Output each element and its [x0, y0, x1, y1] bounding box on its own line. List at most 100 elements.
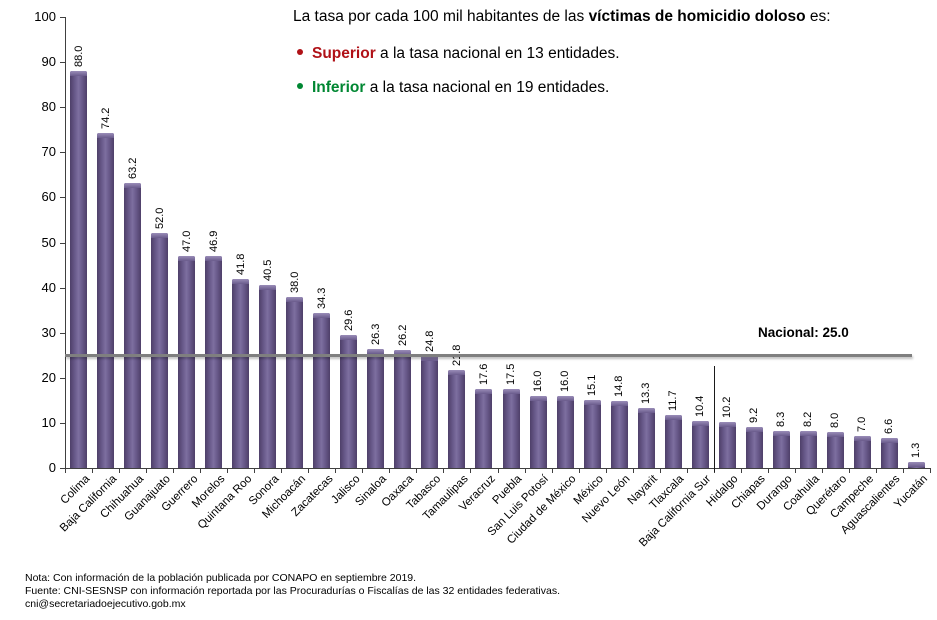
- bar-top-highlight: [448, 369, 466, 375]
- national-average-label: Nacional: 25.0: [758, 325, 849, 340]
- x-axis-tick: [740, 469, 742, 473]
- bar: [907, 462, 925, 468]
- bar: [205, 256, 223, 468]
- x-axis-tick: [389, 469, 391, 473]
- x-axis-tick: [254, 469, 256, 473]
- bar-top-highlight: [556, 395, 574, 401]
- chart-title: La tasa por cada 100 mil habitantes de l…: [293, 6, 930, 28]
- y-axis-tick: [60, 468, 65, 469]
- bar-top-highlight: [232, 279, 250, 285]
- bar-value-label: 10.4: [694, 395, 707, 418]
- bar-top-highlight: [313, 313, 331, 319]
- x-axis-tick: [65, 469, 66, 473]
- bar: [70, 71, 88, 468]
- x-axis-tick: [767, 469, 769, 473]
- bar-top-highlight: [826, 431, 844, 437]
- bar-top-highlight: [502, 389, 520, 395]
- bar: [583, 399, 601, 468]
- y-axis-tick: [60, 197, 65, 199]
- x-axis-tick: [605, 469, 607, 473]
- bar-value-label: 46.9: [207, 231, 220, 253]
- bar-top-highlight: [745, 426, 763, 432]
- x-axis-tick: [92, 469, 94, 473]
- bar-value-label: 1.3: [910, 442, 923, 459]
- bar-value-label: 17.6: [477, 363, 490, 385]
- bar-top-highlight: [421, 356, 439, 362]
- bar-value-label: 38.0: [288, 271, 301, 293]
- bar: [259, 285, 277, 468]
- x-axis-tick: [119, 469, 121, 473]
- bar-value-label: 16.0: [559, 370, 572, 392]
- x-axis-tick: [173, 469, 175, 473]
- legend-inferior-word: Inferior: [312, 78, 366, 96]
- bar-top-highlight: [340, 334, 358, 340]
- x-axis-tick: [146, 469, 148, 473]
- y-axis-label: 70: [41, 144, 56, 160]
- legend-superior-rest: a la tasa nacional en 13 entidades.: [375, 45, 620, 63]
- bar-top-highlight: [97, 133, 115, 139]
- y-axis-tick: [60, 242, 65, 244]
- legend-inferior-rest: a la tasa nacional en 19 entidades.: [365, 78, 610, 96]
- bar: [502, 389, 520, 468]
- bar: [340, 334, 358, 468]
- y-axis-tick: [60, 422, 65, 424]
- bar-top-highlight: [718, 421, 736, 427]
- footnote-fuente: Fuente: CNI-SESNSP con información repor…: [25, 585, 560, 597]
- bar: [691, 421, 709, 468]
- x-axis-tick: [551, 469, 553, 473]
- green-bullet-icon: [297, 82, 303, 89]
- bar: [286, 296, 304, 468]
- x-axis-tick: [335, 469, 337, 473]
- x-axis-tick: [794, 469, 796, 473]
- bar-value-label: 41.8: [234, 254, 247, 276]
- x-axis-tick: [497, 469, 499, 473]
- y-axis-label: 90: [41, 54, 56, 70]
- title-text-suffix: es:: [805, 8, 831, 25]
- x-axis-tick: [875, 469, 877, 473]
- bar: [853, 436, 871, 468]
- bar-top-highlight: [394, 349, 412, 355]
- bar-top-highlight: [583, 399, 601, 405]
- bar-value-label: 26.2: [396, 324, 409, 346]
- x-axis-tick: [227, 469, 229, 473]
- bar-top-highlight: [286, 296, 304, 302]
- legend-superior-text: Superior a la tasa nacional en 13 entida…: [312, 43, 620, 65]
- bar-value-label: 29.6: [342, 309, 355, 331]
- y-axis-label: 100: [34, 9, 56, 24]
- bar-top-highlight: [124, 182, 142, 188]
- y-axis-tick: [60, 152, 65, 154]
- bar-value-label: 6.6: [883, 418, 896, 435]
- bar-top-highlight: [475, 388, 493, 394]
- bar: [124, 182, 142, 468]
- y-axis-label: 50: [41, 234, 56, 250]
- y-axis-label: 10: [41, 414, 56, 430]
- bar-value-label: 74.2: [99, 107, 112, 130]
- bar: [556, 395, 574, 468]
- bar-top-highlight: [664, 415, 682, 421]
- bar-top-highlight: [691, 421, 709, 427]
- bar: [799, 431, 817, 468]
- bar-top-highlight: [772, 430, 790, 436]
- bar-value-label: 26.3: [369, 323, 382, 346]
- bar: [826, 431, 844, 468]
- bar: [313, 313, 331, 468]
- bar: [475, 388, 493, 468]
- y-axis-tick: [60, 287, 65, 289]
- x-axis: [65, 468, 931, 469]
- bar: [772, 430, 790, 468]
- bar-top-highlight: [799, 431, 817, 437]
- bar: [664, 415, 682, 468]
- x-axis-tick: [200, 469, 202, 473]
- bar-top-highlight: [205, 256, 223, 262]
- bar-value-label: 9.2: [748, 407, 761, 423]
- bar: [151, 233, 169, 468]
- x-axis-tick: [930, 469, 931, 473]
- legend-item-inferior: Inferior a la tasa nacional en 19 entida…: [297, 77, 930, 99]
- x-axis-tick: [416, 469, 418, 473]
- bar-top-highlight: [853, 436, 871, 442]
- bar-value-label: 8.3: [775, 411, 788, 427]
- y-axis-label: 20: [41, 369, 56, 385]
- x-axis-tick: [524, 469, 526, 473]
- x-axis-tick: [821, 469, 823, 473]
